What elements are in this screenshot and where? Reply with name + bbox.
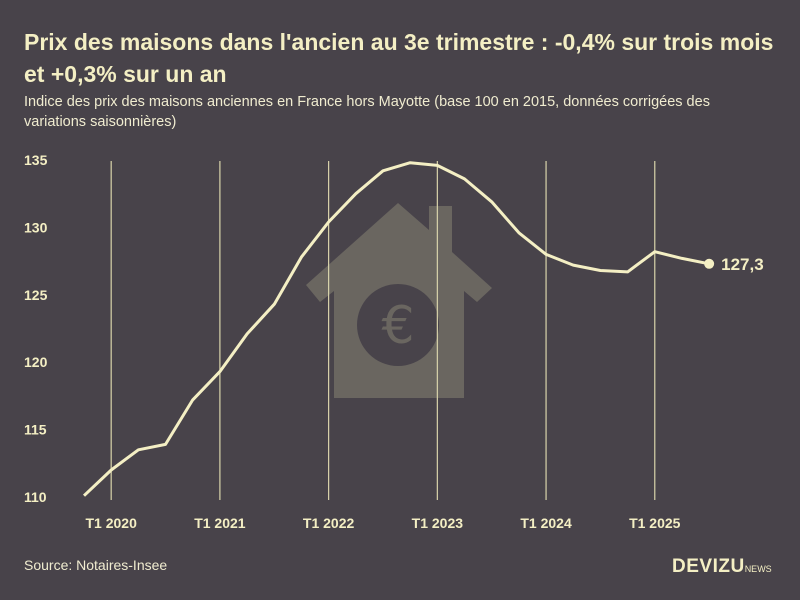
x-tick-label: T1 2021 xyxy=(194,515,246,531)
x-tick-label: T1 2020 xyxy=(85,515,137,531)
x-tick-label: T1 2022 xyxy=(303,515,355,531)
y-tick-label: 120 xyxy=(24,354,48,370)
x-tick-label: T1 2025 xyxy=(629,515,681,531)
house-euro-icon: € xyxy=(306,203,492,398)
data-point xyxy=(704,258,715,269)
y-tick-label: 115 xyxy=(24,422,47,438)
logo-main: DEVIZU xyxy=(672,556,745,577)
series-line xyxy=(82,161,710,497)
chart-subtitle: Indice des prix des maisons anciennes en… xyxy=(24,94,710,130)
y-tick-label: 125 xyxy=(24,287,48,303)
devizu-logo: DEVIZUNEWS xyxy=(672,556,772,578)
last-value-label: 127,3 xyxy=(721,255,764,274)
x-tick-label: T1 2024 xyxy=(520,515,572,531)
y-tick-label: 130 xyxy=(24,219,48,235)
y-tick-label: 135 xyxy=(24,152,48,168)
x-tick-label: T1 2023 xyxy=(412,515,464,531)
source-note: Source: Notaires-Insee xyxy=(24,557,168,573)
y-tick-label: 110 xyxy=(24,489,47,505)
logo-small: NEWS xyxy=(744,564,772,574)
chart-title: Prix des maisons dans l'ancien au 3e tri… xyxy=(24,29,774,87)
svg-text:€: € xyxy=(381,296,414,356)
